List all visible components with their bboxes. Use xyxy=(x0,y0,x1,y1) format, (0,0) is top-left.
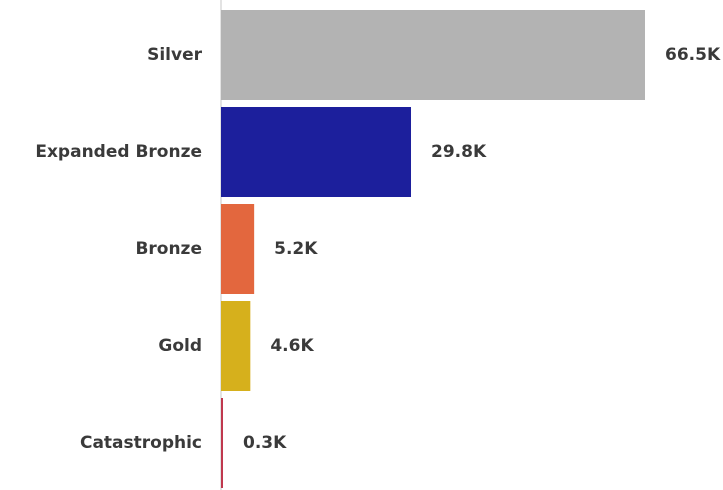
bar-catastrophic[interactable] xyxy=(221,398,223,488)
value-label-silver: 66.5K xyxy=(665,45,721,65)
category-label-expanded-bronze: Expanded Bronze xyxy=(35,142,202,162)
bar-silver[interactable] xyxy=(221,10,645,100)
value-labels-group: 66.5K 29.8K 5.2K 4.6K 0.3K xyxy=(243,45,721,453)
category-label-catastrophic: Catastrophic xyxy=(80,433,202,453)
category-labels-group: Silver Expanded Bronze Bronze Gold Catastrop… xyxy=(35,45,202,453)
value-label-catastrophic: 0.3K xyxy=(243,433,287,453)
bars-group xyxy=(221,10,645,488)
category-label-gold: Gold xyxy=(158,336,202,356)
bar-bronze[interactable] xyxy=(221,204,255,294)
category-label-bronze: Bronze xyxy=(135,239,202,259)
value-label-gold: 4.6K xyxy=(270,336,314,356)
category-label-silver: Silver xyxy=(147,45,203,65)
bar-gold[interactable] xyxy=(221,301,251,391)
value-label-expanded-bronze: 29.8K xyxy=(431,142,487,162)
value-label-bronze: 5.2K xyxy=(274,239,318,259)
bar-expanded-bronze[interactable] xyxy=(221,107,412,197)
